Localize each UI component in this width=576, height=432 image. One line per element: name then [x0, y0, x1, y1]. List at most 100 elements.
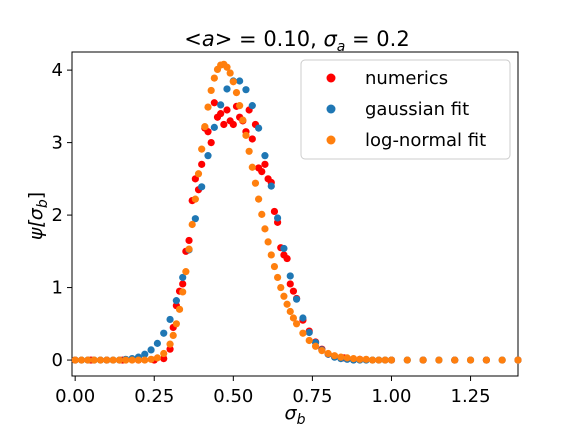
- point-log-normal-fit: [368, 356, 377, 364]
- point-log-normal-fit: [191, 195, 199, 203]
- point-gaussian-fit: [147, 346, 155, 354]
- point-log-normal-fit: [223, 63, 231, 71]
- point-log-normal-fit: [280, 292, 288, 300]
- point-log-normal-fit: [305, 336, 313, 345]
- point-log-normal-fit: [356, 355, 364, 363]
- point-log-normal-fit: [103, 356, 111, 364]
- point-numerics: [261, 160, 269, 168]
- x-tick-label: 0.00: [55, 386, 95, 407]
- point-log-normal-fit: [245, 147, 253, 155]
- point-gaussian-fit: [191, 215, 199, 223]
- y-tick-label: 1: [52, 278, 63, 299]
- point-gaussian-fit: [223, 85, 231, 93]
- point-log-normal-fit: [258, 210, 266, 218]
- point-log-normal-fit: [239, 116, 247, 124]
- point-log-normal-fit: [166, 340, 174, 348]
- point-log-normal-fit: [261, 225, 269, 233]
- point-log-normal-fit: [77, 356, 86, 364]
- point-numerics: [198, 160, 206, 168]
- point-gaussian-fit: [210, 123, 218, 131]
- point-log-normal-fit: [201, 123, 209, 131]
- point-log-normal-fit: [229, 78, 237, 86]
- x-tick-label: 0.50: [213, 386, 253, 407]
- point-numerics: [185, 236, 193, 245]
- point-gaussian-fit: [267, 182, 275, 190]
- point-log-normal-fit: [277, 283, 285, 292]
- point-log-normal-fit: [311, 342, 320, 350]
- point-gaussian-fit: [305, 328, 313, 337]
- point-gaussian-fit: [179, 273, 187, 282]
- point-log-normal-fit: [466, 356, 475, 364]
- point-log-normal-fit: [419, 356, 427, 364]
- point-numerics: [217, 110, 225, 118]
- x-axis-label: σb: [285, 402, 306, 428]
- y-axis-label: ψ[σb]: [25, 192, 51, 240]
- point-log-normal-fit: [141, 356, 149, 364]
- point-log-normal-fit: [188, 220, 196, 229]
- point-gaussian-fit: [236, 77, 244, 85]
- point-numerics: [229, 120, 237, 129]
- point-log-normal-fit: [387, 356, 396, 364]
- point-log-normal-fit: [128, 356, 136, 364]
- point-numerics: [270, 207, 279, 216]
- legend-label-numerics: numerics: [365, 68, 448, 89]
- y-tick-label: 0: [52, 350, 63, 371]
- point-gaussian-fit: [292, 295, 301, 303]
- point-gaussian-fit: [160, 329, 168, 337]
- point-log-normal-fit: [242, 131, 250, 139]
- legend-marker-gaussian-fit: [326, 104, 336, 114]
- x-tick-label: 0.25: [134, 386, 174, 407]
- point-numerics: [207, 139, 215, 147]
- point-log-normal-fit: [109, 356, 117, 364]
- point-numerics: [289, 287, 298, 295]
- point-numerics: [179, 280, 187, 288]
- point-log-normal-fit: [330, 352, 339, 360]
- point-numerics: [283, 254, 291, 263]
- point-log-normal-fit: [270, 262, 279, 271]
- point-log-normal-fit: [194, 170, 203, 178]
- legend-marker-numerics: [326, 73, 336, 83]
- point-log-normal-fit: [292, 320, 301, 328]
- point-log-normal-fit: [115, 356, 124, 364]
- point-numerics: [248, 135, 256, 143]
- point-log-normal-fit: [498, 356, 506, 364]
- point-log-normal-fit: [343, 354, 351, 362]
- point-log-normal-fit: [226, 69, 234, 77]
- point-log-normal-fit: [172, 320, 180, 328]
- point-log-normal-fit: [289, 314, 298, 322]
- point-log-normal-fit: [286, 307, 294, 316]
- point-log-normal-fit: [283, 300, 291, 308]
- point-log-normal-fit: [71, 356, 79, 364]
- y-tick-label: 2: [52, 205, 63, 226]
- point-log-normal-fit: [362, 355, 370, 363]
- point-log-normal-fit: [318, 347, 326, 355]
- point-log-normal-fit: [175, 305, 184, 313]
- point-log-normal-fit: [381, 356, 389, 364]
- y-tick-label: 4: [52, 60, 63, 81]
- point-log-normal-fit: [255, 195, 263, 203]
- point-log-normal-fit: [182, 268, 190, 276]
- point-gaussian-fit: [280, 244, 288, 253]
- point-log-normal-fit: [134, 356, 143, 364]
- legend-label-log-normal-fit: log-normal fit: [365, 130, 486, 151]
- point-log-normal-fit: [153, 354, 161, 362]
- point-numerics: [160, 355, 168, 363]
- point-log-normal-fit: [198, 145, 206, 153]
- x-axis-ticks: 0.00 0.25 0.50 0.75 1.00 1.25: [55, 376, 491, 407]
- chart-title: <a> = 0.10, σa = 0.2: [184, 27, 409, 55]
- legend-frame: [300, 59, 511, 160]
- point-log-normal-fit: [169, 331, 177, 340]
- point-log-normal-fit: [403, 356, 411, 364]
- point-log-normal-fit: [324, 349, 332, 358]
- point-numerics: [220, 120, 228, 129]
- point-gaussian-fit: [255, 124, 263, 132]
- point-log-normal-fit: [84, 356, 92, 364]
- x-tick-label: 1.25: [451, 386, 491, 407]
- point-log-normal-fit: [375, 356, 383, 364]
- point-log-normal-fit: [349, 355, 358, 363]
- point-log-normal-fit: [264, 238, 272, 246]
- point-numerics: [258, 168, 266, 176]
- y-axis-ticks: 0 1 2 3 4: [52, 60, 72, 371]
- point-gaussian-fit: [217, 101, 225, 109]
